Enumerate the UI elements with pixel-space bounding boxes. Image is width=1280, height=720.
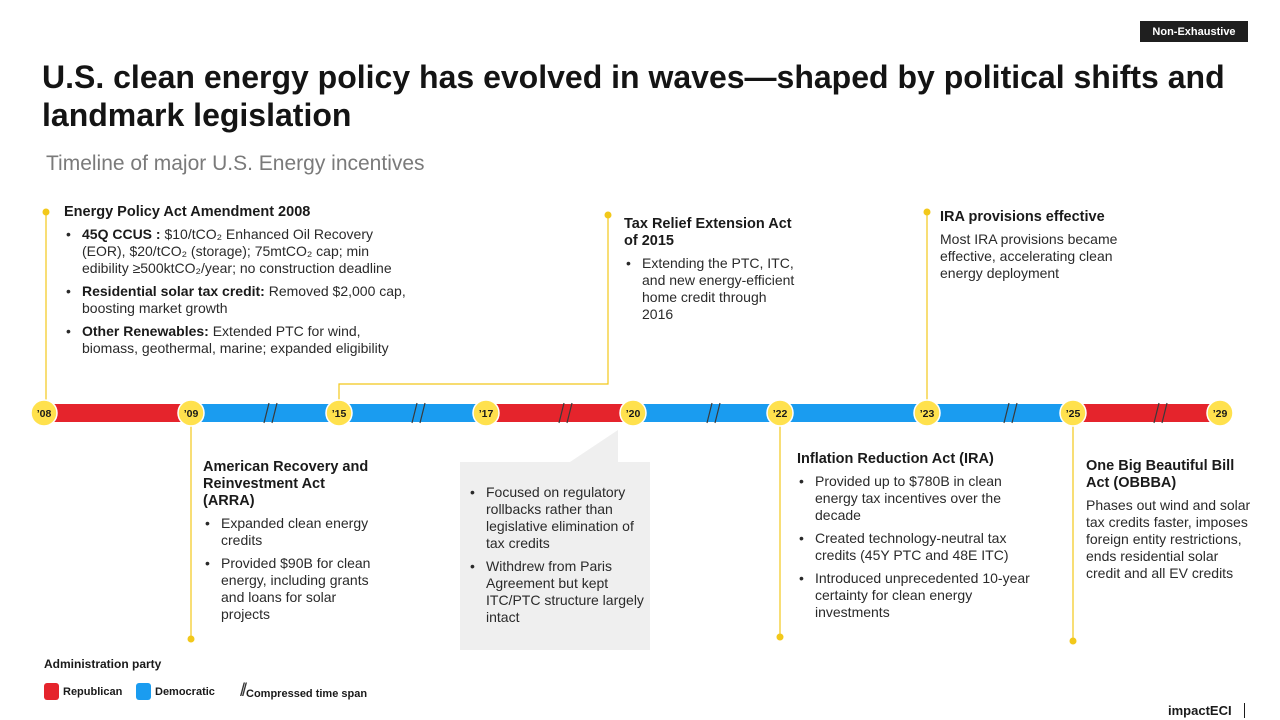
brand-logo: impactECI xyxy=(1168,703,1232,718)
compressed-slash-icon: // xyxy=(240,680,247,700)
event-arra-title: American Recovery and Reinvestment Act (… xyxy=(203,459,369,509)
legend-compressed: // Compressed time span xyxy=(240,680,367,701)
callout-tail xyxy=(570,430,618,462)
year-marker xyxy=(30,399,58,427)
year-label: ’25 xyxy=(1066,408,1081,420)
event-ira: Inflation Reduction Act (IRA) Provided u… xyxy=(797,451,1035,627)
page-title: U.S. clean energy policy has evolved in … xyxy=(42,59,1225,133)
event-epa-2008-item: Other Renewables: Extended PTC for wind,… xyxy=(64,323,412,357)
year-marker xyxy=(1206,399,1234,427)
year-marker xyxy=(177,399,205,427)
year-label: ’20 xyxy=(626,408,641,420)
legend-democratic-label: Democratic xyxy=(155,685,215,698)
connector-2015 xyxy=(338,215,609,400)
year-label: ’23 xyxy=(920,408,935,420)
legend-republican: Republican xyxy=(44,683,122,700)
event-ira-title: Inflation Reduction Act (IRA) xyxy=(797,451,994,467)
timeline-segment-republican xyxy=(486,404,633,422)
connector-dot-2022 xyxy=(776,633,784,641)
connector-dot-2008 xyxy=(42,208,50,216)
event-ira-item: Introduced unprecedented 10-year certain… xyxy=(797,570,1035,621)
non-exhaustive-badge: Non-Exhaustive xyxy=(1140,21,1248,42)
page-subtitle: Timeline of major U.S. Energy incentives xyxy=(46,152,425,175)
year-label: ’08 xyxy=(37,408,52,420)
republican-swatch xyxy=(44,683,59,700)
year-label: ’29 xyxy=(1213,408,1228,420)
year-marker xyxy=(619,399,647,427)
event-ira-effective-text: Most IRA provisions became effective, ac… xyxy=(940,231,1118,281)
year-marker xyxy=(325,399,353,427)
connector-dot-2009 xyxy=(187,635,195,643)
event-obbba-title: One Big Beautiful Bill Act (OBBBA) xyxy=(1086,458,1235,491)
callout-2017-2020: Focused on regulatory rollbacks rather t… xyxy=(460,430,650,650)
legend-compressed-label: Compressed time span xyxy=(246,687,368,700)
connector-dot-2015 xyxy=(604,211,612,219)
legend-democratic: Democratic xyxy=(136,683,215,700)
event-arra-item: Provided $90B for clean energy, includin… xyxy=(203,555,373,623)
legend-title: Administration party xyxy=(44,657,162,671)
brand-divider xyxy=(1244,703,1245,718)
timeline-segment-republican xyxy=(1073,404,1220,422)
compressed-slash-icon xyxy=(558,402,573,424)
compressed-slash-icon xyxy=(1003,402,1018,424)
year-marker xyxy=(766,399,794,427)
event-trea-2015: Tax Relief Extension Act of 2015 Extendi… xyxy=(624,216,796,329)
event-epa-2008-title: Energy Policy Act Amendment 2008 xyxy=(64,204,311,220)
timeline-segment-democratic xyxy=(191,404,339,422)
democratic-swatch xyxy=(136,683,151,700)
event-epa-2008-item: 45Q CCUS : $10/tCO₂ Enhanced Oil Recover… xyxy=(64,226,412,277)
event-epa-2008: Energy Policy Act Amendment 2008 45Q CCU… xyxy=(64,204,412,363)
compressed-slash-icon xyxy=(411,402,426,424)
event-obbba-text: Phases out wind and solar tax credits fa… xyxy=(1086,497,1251,581)
compressed-slash-icon xyxy=(1153,402,1168,424)
event-ira-item: Created technology-neutral tax credits (… xyxy=(797,530,1035,564)
event-trea-2015-item: Extending the PTC, ITC, and new energy-e… xyxy=(624,255,796,323)
timeline-segment-democratic xyxy=(339,404,486,422)
event-arra: American Recovery and Reinvestment Act (… xyxy=(203,459,373,629)
timeline-segment-democratic xyxy=(927,404,1073,422)
event-ira-item: Provided up to $780B in clean energy tax… xyxy=(797,473,1035,524)
compressed-slash-icon xyxy=(263,402,278,424)
legend-republican-label: Republican xyxy=(63,685,123,698)
year-label: ’17 xyxy=(479,408,494,420)
connector-dot-2023 xyxy=(923,208,931,216)
compressed-slash-icon xyxy=(706,402,721,424)
year-marker xyxy=(472,399,500,427)
event-obbba: One Big Beautiful Bill Act (OBBBA) Phase… xyxy=(1086,458,1251,582)
event-trea-2015-title: Tax Relief Extension Act of 2015 xyxy=(624,216,792,249)
timeline-segment-democratic xyxy=(780,404,927,422)
year-marker xyxy=(1059,399,1087,427)
year-marker xyxy=(913,399,941,427)
year-label: ’22 xyxy=(773,408,788,420)
connector-dot-2025 xyxy=(1069,637,1077,645)
year-label: ’09 xyxy=(184,408,199,420)
timeline-segment-republican xyxy=(44,404,191,422)
callout-item: Withdrew from Paris Agreement but kept I… xyxy=(468,558,648,626)
event-epa-2008-item: Residential solar tax credit: Removed $2… xyxy=(64,283,412,317)
event-ira-effective-title: IRA provisions effective xyxy=(940,209,1105,225)
event-arra-item: Expanded clean energy credits xyxy=(203,515,373,549)
callout-item: Focused on regulatory rollbacks rather t… xyxy=(468,484,648,552)
timeline-segment-democratic xyxy=(633,404,780,422)
year-label: ’15 xyxy=(332,408,347,420)
event-ira-effective: IRA provisions effective Most IRA provis… xyxy=(940,209,1155,282)
